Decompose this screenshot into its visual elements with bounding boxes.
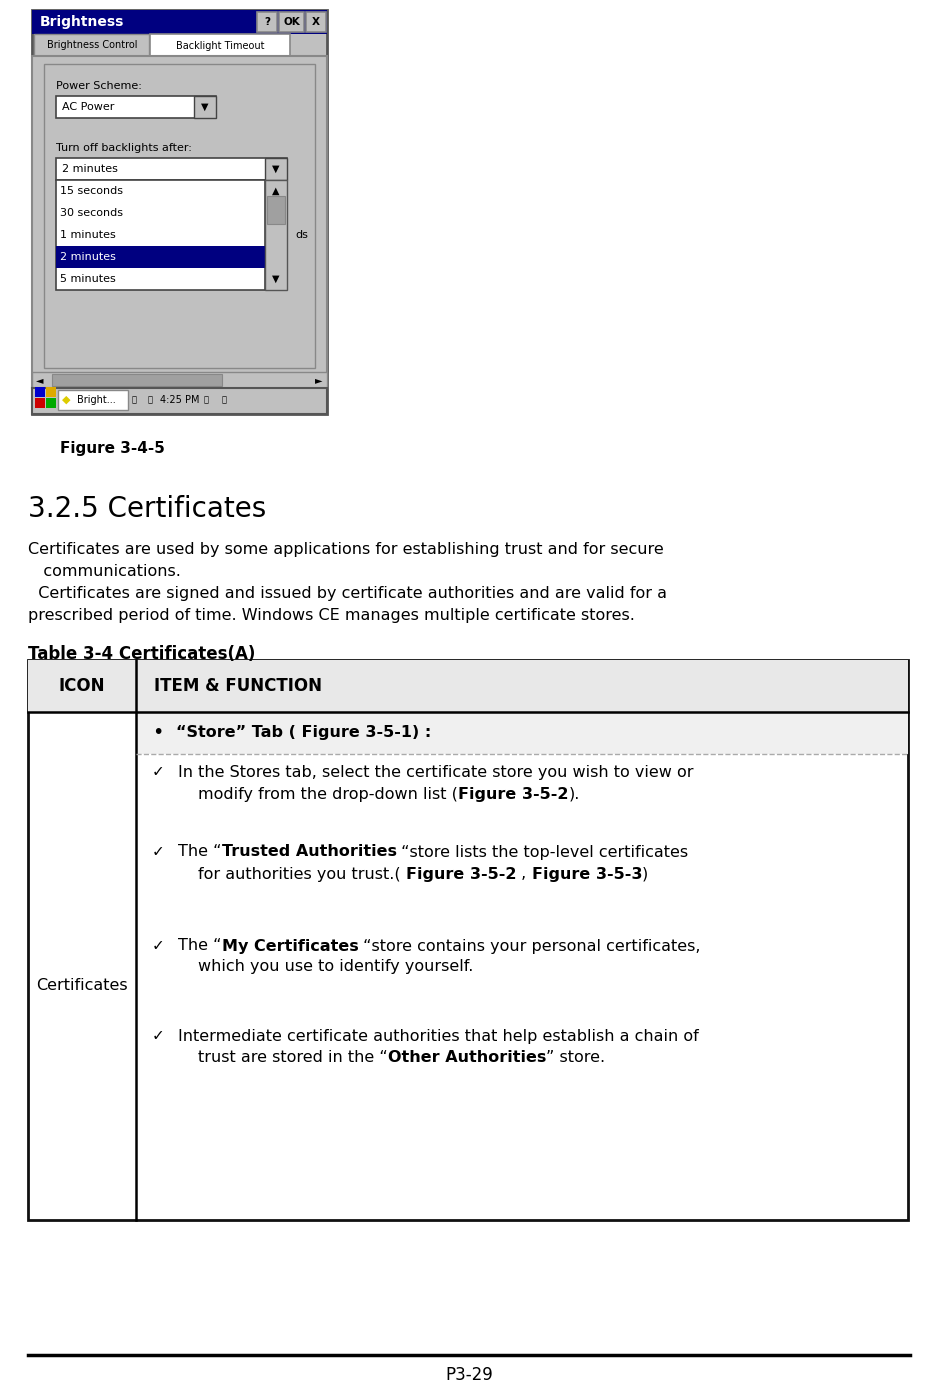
Bar	[52, 374, 222, 385]
Text: “store lists the top-level certificates: “store lists the top-level certificates	[397, 844, 688, 859]
Text: which you use to identify yourself.: which you use to identify yourself.	[198, 959, 474, 974]
Text: In the Stores tab, select the certificate store you wish to view or: In the Stores tab, select the certificat…	[178, 765, 693, 779]
Text: 🔋: 🔋	[148, 395, 153, 405]
Text: Brightness: Brightness	[40, 15, 125, 29]
Text: ): )	[643, 866, 648, 881]
Text: Power Scheme:: Power Scheme:	[56, 80, 142, 91]
Text: 30 seconds: 30 seconds	[60, 208, 123, 218]
Bar	[56, 245, 265, 267]
Text: AC Power: AC Power	[62, 103, 114, 112]
Text: 📡: 📡	[132, 395, 137, 405]
Text: ▼: ▼	[272, 164, 280, 175]
Text: prescribed period of time. Windows CE manages multiple certificate stores.: prescribed period of time. Windows CE ma…	[28, 608, 635, 622]
Bar	[265, 180, 287, 290]
Bar	[28, 660, 908, 712]
Text: Figure 3-5-3: Figure 3-5-3	[532, 866, 643, 881]
Text: ▼: ▼	[202, 103, 209, 112]
Text: ds: ds	[295, 230, 308, 240]
Bar	[56, 96, 216, 118]
Text: Intermediate certificate authorities that help establish a chain of: Intermediate certificate authorities tha…	[178, 1028, 699, 1044]
Bar	[58, 389, 128, 410]
Bar	[267, 195, 285, 225]
Bar	[44, 64, 315, 369]
Text: 4:25 PM: 4:25 PM	[160, 395, 200, 405]
Bar	[46, 398, 56, 407]
Text: P3-29: P3-29	[446, 1367, 492, 1385]
Text: •: •	[152, 723, 164, 743]
Text: ” store.: ” store.	[546, 1049, 605, 1064]
Text: 1 minutes: 1 minutes	[60, 230, 115, 240]
Bar	[32, 10, 327, 414]
Text: “store contains your personal certificates,: “store contains your personal certificat…	[358, 938, 701, 954]
Text: Backlight Timeout: Backlight Timeout	[175, 42, 265, 51]
Bar	[136, 712, 908, 754]
Text: Brightness Control: Brightness Control	[47, 40, 137, 50]
Text: My Certificates: My Certificates	[221, 938, 358, 954]
Text: ◄: ◄	[37, 376, 44, 385]
Text: ▲: ▲	[272, 186, 280, 195]
Bar	[35, 398, 45, 407]
Bar	[34, 35, 149, 55]
Bar	[56, 158, 287, 180]
Bar	[28, 660, 908, 1220]
Text: ICON: ICON	[59, 676, 105, 694]
Text: Table 3-4 Certificates(A): Table 3-4 Certificates(A)	[28, 644, 255, 663]
Bar	[56, 180, 265, 290]
Text: 5 minutes: 5 minutes	[60, 274, 115, 284]
Text: ).: ).	[568, 786, 580, 801]
Bar	[150, 35, 290, 58]
Text: The “: The “	[178, 938, 221, 954]
Text: 2 minutes: 2 minutes	[60, 252, 116, 262]
Text: “Store” Tab ( Figure 3-5-1) :: “Store” Tab ( Figure 3-5-1) :	[176, 725, 431, 740]
Text: Other Authorities: Other Authorities	[387, 1049, 546, 1064]
Bar	[32, 10, 327, 35]
Text: ✓: ✓	[152, 938, 164, 954]
Text: Certificates are signed and issued by certificate authorities and are valid for : Certificates are signed and issued by ce…	[28, 586, 667, 602]
Bar	[279, 12, 304, 32]
Text: ▼: ▼	[272, 274, 280, 284]
Text: communications.: communications.	[28, 564, 181, 579]
Bar	[32, 371, 327, 388]
Text: 📋: 📋	[204, 395, 209, 405]
Text: Figure 3-5-2: Figure 3-5-2	[458, 786, 568, 801]
Text: modify from the drop-down list (: modify from the drop-down list (	[198, 786, 458, 801]
Bar	[265, 158, 287, 180]
Text: trust are stored in the “: trust are stored in the “	[198, 1049, 387, 1064]
Text: 3.2.5 Certificates: 3.2.5 Certificates	[28, 495, 266, 523]
Text: X: X	[312, 17, 320, 26]
Bar	[35, 387, 45, 396]
Bar	[306, 12, 326, 32]
Bar	[194, 96, 216, 118]
Text: 🖨: 🖨	[222, 395, 227, 405]
Text: ✓: ✓	[152, 1028, 164, 1044]
Text: 2 minutes: 2 minutes	[62, 164, 118, 175]
Text: ITEM & FUNCTION: ITEM & FUNCTION	[154, 676, 322, 694]
Text: ,: ,	[516, 866, 532, 881]
Text: for authorities you trust.(: for authorities you trust.(	[198, 866, 406, 881]
Text: ◆: ◆	[62, 395, 70, 405]
Bar	[32, 388, 327, 414]
Text: Figure 3-4-5: Figure 3-4-5	[60, 441, 165, 456]
Text: Certificates are used by some applications for establishing trust and for secure: Certificates are used by some applicatio…	[28, 542, 664, 557]
Text: Figure 3-5-2: Figure 3-5-2	[406, 866, 516, 881]
Text: 15 seconds: 15 seconds	[60, 186, 123, 195]
Text: Turn off backlights after:: Turn off backlights after:	[56, 143, 192, 152]
Text: ✓: ✓	[152, 765, 164, 779]
Text: ►: ►	[315, 376, 323, 385]
Text: ?: ?	[264, 17, 270, 26]
Text: Trusted Authorities: Trusted Authorities	[221, 844, 397, 859]
Bar	[257, 12, 277, 32]
Text: Certificates: Certificates	[37, 979, 128, 994]
Bar	[46, 387, 56, 396]
Text: The “: The “	[178, 844, 221, 859]
Text: ✓: ✓	[152, 844, 164, 859]
Text: Bright...: Bright...	[77, 395, 115, 405]
Bar	[32, 55, 327, 388]
Text: OK: OK	[283, 17, 300, 26]
